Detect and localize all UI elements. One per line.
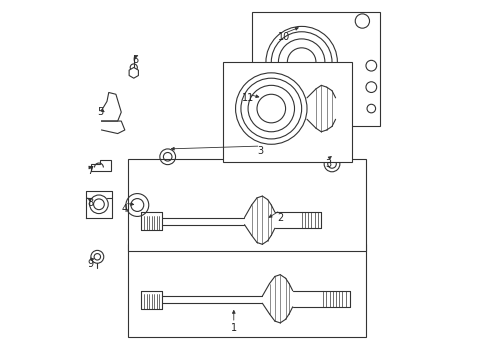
Text: 11: 11	[242, 93, 254, 103]
Text: 10: 10	[277, 32, 289, 42]
Text: 5: 5	[97, 107, 103, 117]
Text: 8: 8	[87, 198, 93, 208]
Text: 9: 9	[87, 259, 93, 269]
Text: 3: 3	[325, 159, 331, 169]
Polygon shape	[128, 244, 365, 337]
Text: 7: 7	[87, 166, 93, 176]
Polygon shape	[91, 160, 110, 171]
Polygon shape	[129, 67, 138, 78]
Polygon shape	[223, 62, 351, 162]
Text: 3: 3	[257, 147, 263, 157]
Polygon shape	[128, 158, 365, 251]
Text: 1: 1	[230, 323, 236, 333]
Text: 4: 4	[122, 203, 128, 213]
Text: 2: 2	[277, 212, 283, 222]
Polygon shape	[251, 12, 380, 126]
Text: 6: 6	[132, 55, 138, 65]
